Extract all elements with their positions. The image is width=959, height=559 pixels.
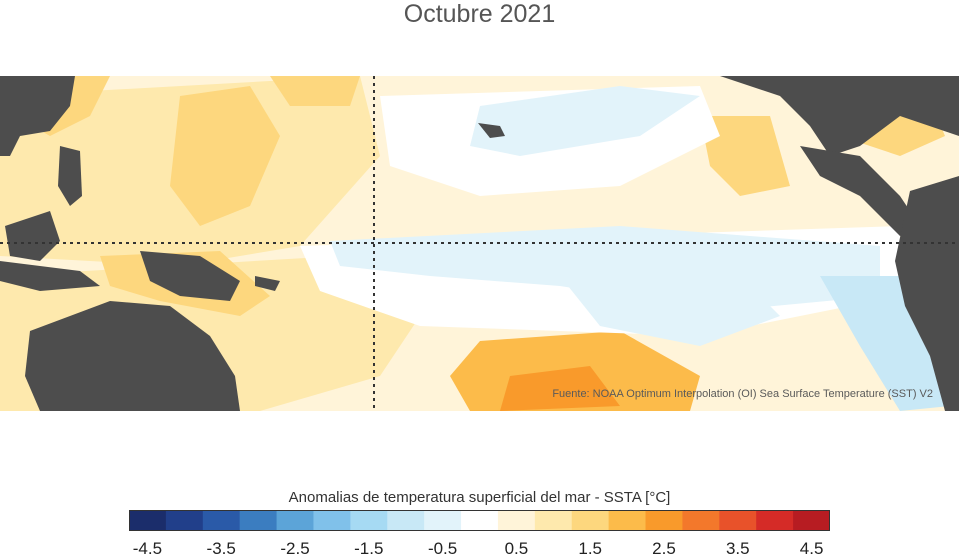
colorbar-swatch — [719, 510, 757, 531]
land-asia — [0, 76, 75, 156]
anomaly-region-cool-southcentral — [560, 276, 780, 346]
colorbar-swatch — [129, 510, 167, 531]
colorbar-tick-label: -3.5 — [206, 539, 236, 558]
colorbar-swatch — [645, 510, 684, 531]
colorbar-tick-label: -2.5 — [280, 539, 310, 558]
anomaly-region-orange-north2 — [270, 76, 360, 106]
colorbar-swatch — [534, 510, 573, 531]
colorbar-swatch — [424, 510, 462, 531]
colorbar-tick-label: -0.5 — [427, 539, 458, 558]
colorbar-swatch — [387, 510, 425, 531]
colorbar-border — [129, 510, 830, 531]
anomaly-region-orange-south-core — [500, 366, 620, 411]
colorbar-swatch — [571, 510, 610, 531]
colorbar-tick-label: 2.5 — [652, 539, 676, 558]
colorbar-tick-label: 3.5 — [725, 539, 750, 558]
land-indonesia — [0, 261, 100, 291]
sst-anomaly-map — [0, 76, 959, 411]
land-australia — [25, 301, 240, 411]
land-new-guinea — [140, 251, 240, 301]
colorbar-title: Anomalias de temperatura superficial del… — [288, 489, 671, 506]
map-title: Octubre 2021 — [403, 0, 556, 28]
anomaly-region-cool-peru — [820, 276, 950, 411]
anomaly-region-cool-north — [470, 86, 700, 156]
colorbar-ticks: -4.5 -3.5 -2.5 -1.5 -0.5 0.5 1.5 2.5 3.5 4.5 — [0, 539, 959, 558]
colorbar-tick-label: 1.5 — [578, 539, 603, 558]
land-central-america — [800, 146, 920, 236]
data-source-note: Fuente: NOAA Optimum Interpolation (OI) … — [552, 388, 933, 400]
colorbar-swatch — [793, 510, 830, 531]
colorbar-swatches — [129, 510, 830, 531]
colorbar-tick-label: -1.5 — [354, 539, 384, 558]
anomaly-region-orange-central-america — [700, 116, 790, 196]
colorbar-tick-label: 4.5 — [799, 539, 824, 558]
colorbar-swatch — [608, 510, 647, 531]
colorbar-swatch — [313, 510, 351, 531]
colorbar-swatch — [350, 510, 388, 531]
colorbar-swatch — [756, 510, 794, 531]
colorbar-swatch — [165, 510, 204, 531]
land-north-america — [720, 76, 959, 156]
land-south-america — [895, 176, 959, 411]
land-philippines — [58, 146, 82, 206]
anomaly-region-orange-north — [170, 86, 280, 226]
colorbar — [129, 510, 830, 531]
colorbar-swatch — [682, 510, 720, 531]
colorbar-tick-label: 0.5 — [504, 539, 529, 558]
colorbar-swatch — [202, 510, 241, 531]
land-hawaii — [478, 123, 505, 138]
colorbar-tick-label: -4.5 — [132, 539, 163, 558]
land-solomon-islands — [255, 276, 280, 291]
colorbar-swatch — [461, 510, 499, 531]
colorbar-swatch — [276, 510, 315, 531]
colorbar-swatch — [497, 510, 536, 531]
land-borneo — [5, 211, 60, 261]
colorbar-swatch — [239, 510, 278, 531]
